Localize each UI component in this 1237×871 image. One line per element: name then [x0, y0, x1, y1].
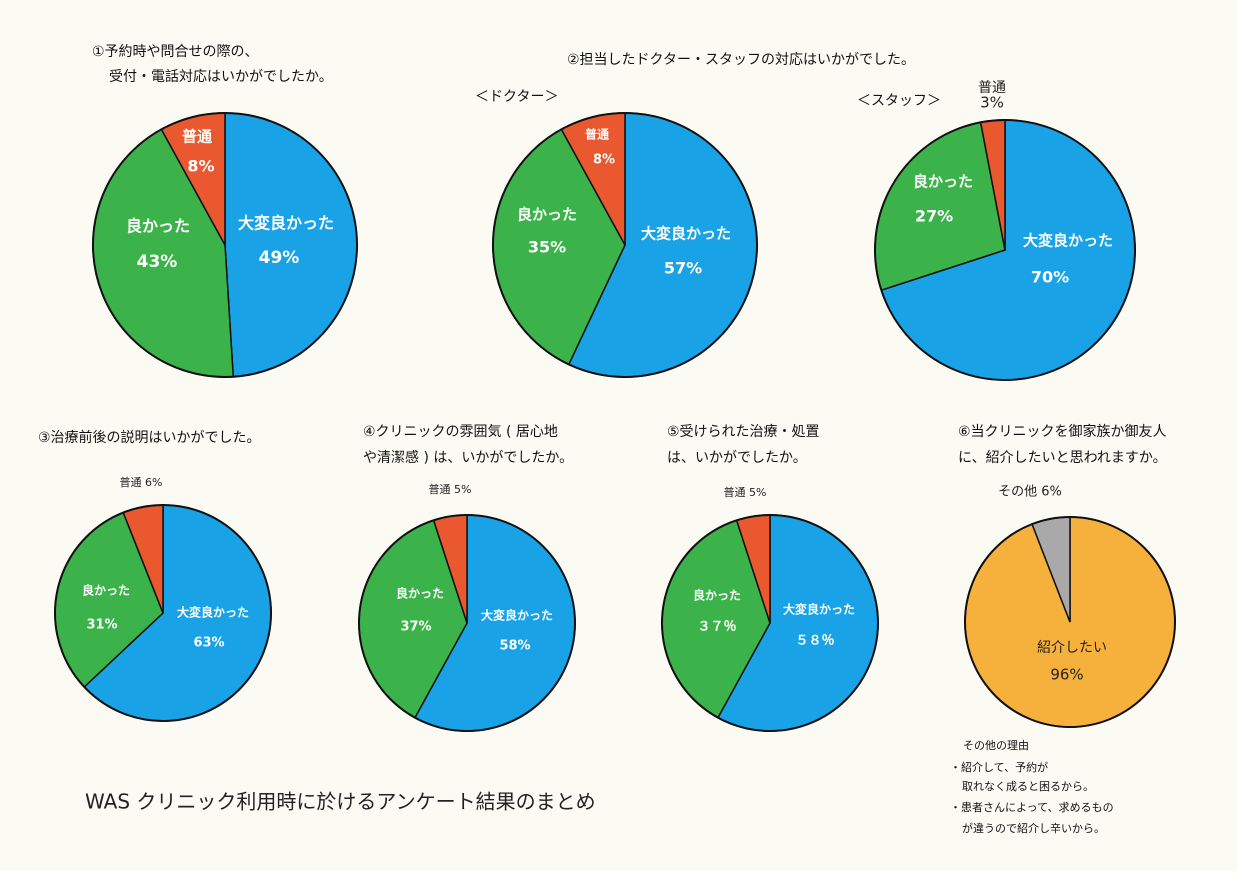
slice-label: 大変良かった — [641, 225, 731, 243]
chart-title: ③治療前後の説明はいかがでした。 — [38, 429, 261, 446]
chart-title: に、紹介したいと思われますか。 — [958, 450, 1167, 466]
note: ・患者さんによって、求めるもの — [950, 801, 1114, 814]
slice-label: 良かった — [693, 588, 741, 603]
value-label: 8% — [593, 153, 615, 168]
slice-label: 良かった — [396, 586, 444, 601]
slice-label: 良かった — [126, 217, 190, 236]
chart-title: ④クリニックの雰囲気 ( 居心地 — [363, 424, 558, 440]
value-label: 96% — [1050, 666, 1083, 684]
value-label: 31% — [86, 618, 117, 633]
slice-label: 大変良かった — [177, 605, 249, 620]
slice-label: 大変良かった — [783, 602, 855, 617]
slice-label: 普通 — [182, 128, 212, 146]
slice-label: 良かった — [82, 583, 130, 598]
value-label: 70% — [1031, 268, 1069, 287]
slice-label: 良かった — [913, 173, 973, 191]
value-label: 3% — [980, 94, 1004, 112]
pie-outline — [661, 514, 879, 732]
note: 取れなく成ると困るから。 — [962, 780, 1094, 793]
value-label: ５８％ — [795, 634, 834, 649]
slice-label: 良かった — [517, 206, 577, 224]
slice-label: その他 6% — [998, 485, 1062, 500]
pie-slice — [224, 112, 358, 378]
pie-outline — [54, 504, 272, 722]
pie-outline — [92, 112, 358, 378]
pie-outline — [358, 514, 576, 732]
note: ・紹介して、予約が — [950, 760, 1048, 774]
value-label: 43% — [137, 252, 178, 272]
group-title: ②担当したドクター・スタッフの対応はいかがでした。 — [567, 52, 915, 68]
value-label: 37% — [400, 620, 431, 635]
pie-outline — [492, 112, 758, 378]
chart-title: 受付・電話対応はいかがでしたか。 — [109, 68, 333, 85]
note: その他の理由 — [963, 738, 1029, 752]
main-title: WAS クリニック利用時に於けるアンケート結果のまとめ — [85, 790, 596, 814]
chart-subtitle: ＜スタッフ＞ — [857, 93, 941, 109]
slice-label: 普通 5% — [429, 482, 472, 496]
chart-title: ①予約時や問合せの際の、 — [92, 44, 259, 60]
value-label: 27% — [915, 207, 953, 226]
chart-title: ⑤受けられた治療・処置 — [667, 423, 820, 440]
slice-label: 紹介したい — [1037, 640, 1107, 656]
slice-label: 大変良かった — [238, 214, 334, 233]
slice-label: 大変良かった — [481, 608, 553, 623]
value-label: 35% — [528, 238, 566, 257]
pie-outline — [874, 119, 1136, 381]
chart-title: は、いかがでしたか。 — [667, 450, 807, 466]
value-label: 58% — [499, 639, 530, 654]
slice-label: 普通 — [585, 127, 609, 142]
chart-title: ⑥当クリニックを御家族か御友人 — [958, 423, 1167, 440]
value-label: 57% — [664, 259, 702, 278]
value-label: 49% — [259, 248, 300, 268]
chart-subtitle: ＜ドクター＞ — [475, 89, 558, 105]
slice-label: 普通 5% — [724, 485, 767, 499]
value-label: 63% — [193, 636, 224, 651]
note: が違うので紹介し辛いから。 — [962, 821, 1105, 835]
slice-label: 大変良かった — [1023, 232, 1113, 250]
value-label: 8% — [187, 157, 214, 176]
value-label: ３７％ — [697, 620, 736, 635]
chart-title: や清潔感 ) は、いかがでしたか。 — [363, 449, 573, 466]
slice-label: 普通 6% — [120, 475, 163, 489]
slice-label: 普通 — [978, 80, 1006, 96]
pie-outline — [964, 516, 1176, 728]
